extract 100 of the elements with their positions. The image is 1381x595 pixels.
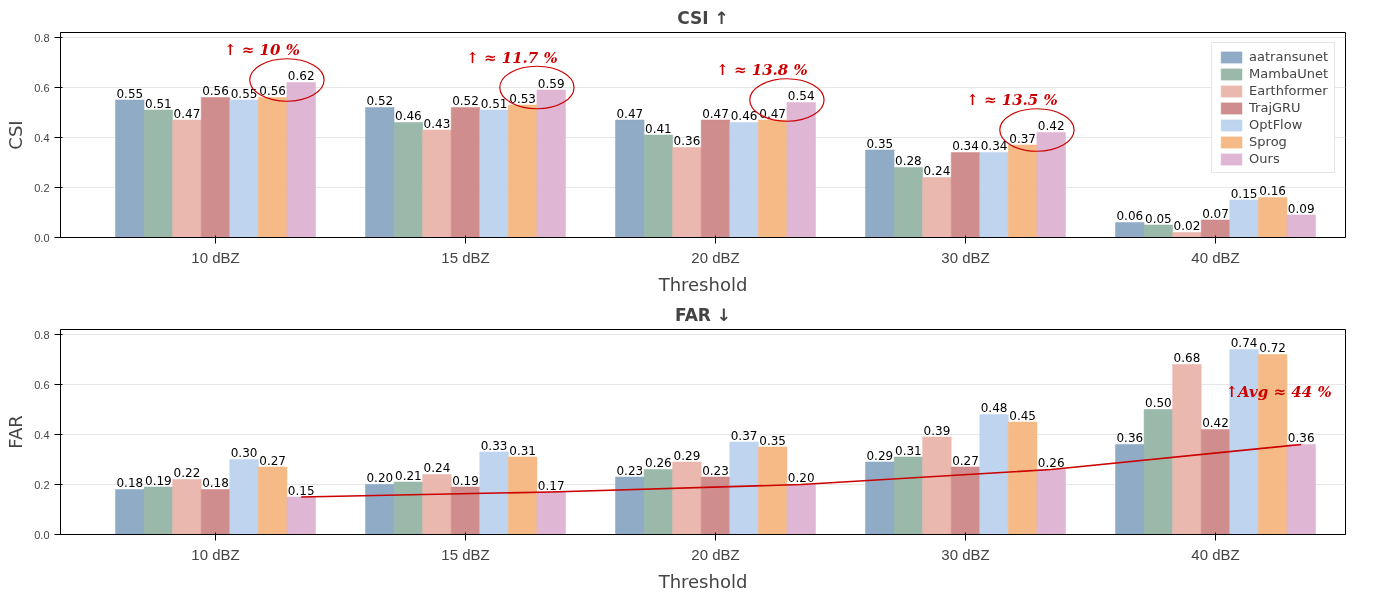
data-label: 0.15: [1230, 186, 1258, 201]
data-label: 0.34: [952, 139, 979, 153]
data-label: 0.17: [537, 478, 565, 493]
bar: [758, 119, 788, 238]
data-label: 0.51: [480, 96, 508, 111]
bar: [700, 476, 731, 535]
chart-title: FAR ↓: [674, 304, 732, 325]
data-label: 0.47: [173, 106, 201, 121]
data-label: 0.27: [952, 453, 979, 468]
data-label: 0.47: [702, 106, 729, 121]
bar: [258, 466, 288, 535]
annotation: ↑ ≈ 13.8 %: [716, 61, 808, 79]
data-label: 0.46: [730, 109, 758, 123]
data-label: 0.52: [366, 94, 394, 108]
data-label: 0.05: [1145, 211, 1172, 226]
data-label: 0.26: [645, 456, 672, 470]
bar: [922, 436, 952, 535]
data-label: 0.33: [480, 438, 508, 453]
data-label: 0.36: [1116, 431, 1144, 445]
bar: [672, 147, 702, 238]
data-label: 0.68: [1173, 351, 1201, 365]
bar: [1229, 199, 1259, 238]
data-label: 0.35: [866, 136, 894, 151]
bar: [1172, 232, 1202, 238]
bar: [1258, 197, 1288, 238]
bar: [1200, 219, 1231, 238]
bar: [786, 484, 816, 535]
x-tick-label: 15 dBZ: [441, 545, 490, 563]
bar: [758, 446, 788, 535]
data-label: 0.07: [1202, 206, 1229, 221]
data-label: 0.20: [366, 471, 394, 485]
data-label: 0.56: [259, 84, 286, 98]
data-label: 0.74: [1230, 336, 1258, 350]
legend-label: Earthformer: [1249, 83, 1328, 98]
y-tick-label: 0.8: [34, 31, 50, 44]
data-label: 0.50: [1145, 396, 1172, 410]
legend-label: Sprog: [1249, 134, 1287, 149]
bar: [422, 129, 452, 238]
x-tick-label: 10 dBZ: [191, 248, 240, 266]
bar: [115, 99, 145, 238]
data-label: 0.16: [1259, 184, 1286, 198]
y-tick-label: 0.4: [34, 428, 50, 441]
annotation: ↑ ≈ 13.5 %: [966, 91, 1058, 109]
data-label: 0.22: [173, 466, 201, 480]
y-tick-label: 0.8: [34, 328, 50, 341]
bar: [1115, 222, 1145, 238]
bar: [1172, 364, 1202, 535]
bar: [643, 134, 673, 238]
data-label: 0.24: [423, 461, 451, 475]
data-label: 0.55: [230, 86, 258, 101]
bar: [643, 469, 673, 535]
legend-label: aatransunet: [1249, 49, 1328, 64]
bar: [200, 97, 231, 238]
bar: [450, 486, 481, 535]
data-label: 0.24: [923, 164, 951, 178]
data-label: 0.06: [1116, 209, 1144, 223]
bar: [1286, 214, 1316, 238]
data-label: 0.02: [1173, 219, 1201, 233]
data-label: 0.09: [1287, 201, 1315, 216]
data-label: 0.53: [509, 91, 536, 106]
data-label: 0.51: [145, 96, 172, 111]
data-label: 0.29: [673, 448, 701, 463]
data-label: 0.62: [287, 69, 315, 83]
data-label: 0.41: [645, 121, 672, 136]
x-tick-label: 30 dBZ: [941, 248, 990, 266]
bar: [115, 489, 145, 535]
data-label: 0.23: [616, 463, 644, 478]
bar: [1115, 444, 1145, 535]
data-label: 0.55: [116, 86, 144, 101]
data-label: 0.39: [923, 423, 951, 438]
y-tick-label: 0.6: [34, 81, 50, 94]
data-label: 0.37: [1009, 131, 1036, 146]
y-tick-label: 0.0: [34, 528, 50, 541]
data-label: 0.15: [287, 483, 315, 498]
y-axis-title: FAR: [5, 415, 27, 449]
bar: [672, 461, 702, 535]
bar: [508, 104, 538, 238]
bar: [200, 489, 231, 535]
y-tick-label: 0.2: [34, 478, 50, 491]
bar: [365, 484, 395, 535]
data-label: 0.19: [452, 473, 479, 488]
chart-title: CSI ↑: [677, 7, 729, 28]
bar: [258, 97, 288, 238]
data-label: 0.29: [866, 448, 894, 463]
bar: [979, 414, 1009, 535]
data-label: 0.31: [895, 443, 922, 458]
x-tick-label: 20 dBZ: [691, 545, 740, 563]
bar: [1200, 429, 1231, 535]
data-label: 0.43: [423, 116, 451, 131]
bar: [979, 152, 1009, 238]
x-tick-label: 40 dBZ: [1191, 248, 1240, 266]
bar: [700, 119, 731, 238]
y-tick-label: 0.6: [34, 378, 50, 391]
y-tick-label: 0.2: [34, 181, 50, 194]
x-tick-label: 15 dBZ: [441, 248, 490, 266]
data-label: 0.36: [673, 134, 701, 148]
data-label: 0.45: [1009, 408, 1036, 423]
data-label: 0.48: [980, 401, 1008, 415]
bar: [172, 479, 202, 535]
data-label: 0.31: [509, 443, 536, 458]
